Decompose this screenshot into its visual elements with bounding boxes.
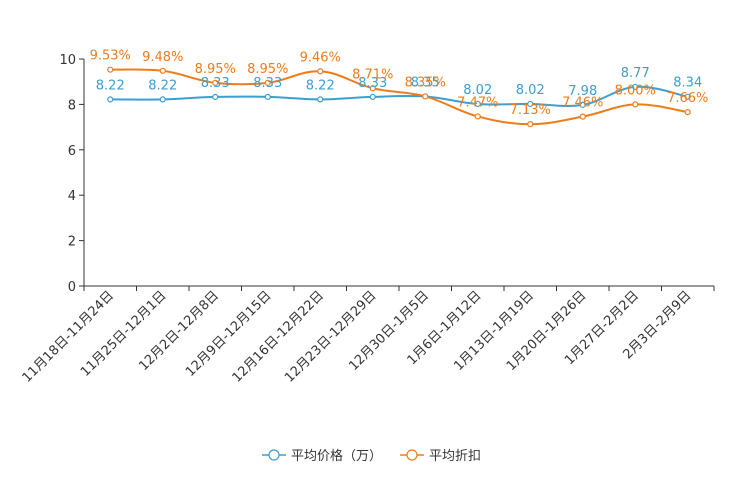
data-point[interactable] [474,100,481,108]
data-point[interactable] [632,83,639,91]
y-tick-label: 10 [59,53,76,68]
data-point[interactable] [212,79,219,86]
data-label: 8.71% [352,67,393,82]
data-label: 8.02 [463,83,492,98]
data-label: 8.35 [411,75,440,90]
legend-item-price[interactable]: 平均价格（万） [262,448,382,464]
data-point[interactable] [369,85,376,92]
data-point[interactable] [422,93,429,100]
data-label: 8.22 [96,78,125,93]
data-label: 9.53% [90,49,131,64]
data-labels: 8.22 8.22 8.33 8.33 8.22 8.33 8.35 8.02 8.02 7.98… [90,49,709,118]
legend-marker-icon [406,449,418,461]
data-label: 8.33 [253,76,282,91]
data-point[interactable] [264,79,271,86]
legend-marker-icon [268,449,280,461]
series-layer [107,66,691,128]
data-point[interactable] [159,67,166,74]
legend[interactable]: 平均价格（万） 平均折扣 [262,448,481,464]
data-point[interactable] [579,113,586,120]
data-point[interactable] [107,96,114,103]
data-label: 8.95% [247,62,288,77]
data-point[interactable] [264,93,271,101]
y-tick-label: 8 [68,98,76,113]
data-label: 9.46% [300,50,341,65]
data-point[interactable] [107,66,114,73]
data-label: 8.02 [516,83,545,98]
data-point[interactable] [212,93,219,101]
y-tick-label: 6 [68,144,76,159]
data-point[interactable] [159,96,166,103]
data-label: 9.48% [142,50,183,65]
data-label: 8.22 [148,78,177,93]
data-point[interactable] [474,113,481,120]
y-tick-label: 0 [68,280,76,295]
data-point[interactable] [317,96,324,103]
y-ticks: 0 2 4 6 8 10 [59,53,84,295]
y-tick-label: 2 [68,235,76,250]
data-label: 8.33 [358,76,387,91]
series-line-price [110,85,688,108]
data-point[interactable] [579,101,586,108]
data-point[interactable] [684,93,691,100]
data-point[interactable] [527,100,534,108]
data-label: 7.66% [667,91,708,106]
x-tick-label: 11月18日-11月24日 [20,288,117,385]
y-tick-label: 4 [68,189,76,204]
data-label: 8.33 [201,76,230,91]
data-point[interactable] [527,121,534,128]
data-label: 8.95% [195,62,236,77]
data-point[interactable] [632,101,639,108]
data-label: 7.47% [457,95,498,110]
data-label: 8.34 [673,76,702,91]
legend-label: 平均折扣 [429,449,481,464]
x-tick-label: 12月16日-12月22日 [230,288,327,385]
data-label: 7.98 [568,84,597,99]
legend-label: 平均价格（万） [291,448,382,464]
data-label: 8.00% [615,83,656,98]
x-ticks: 11月18日-11月24日11月25日-12月1日12月2日-12月8日12月9… [20,286,715,386]
data-point[interactable] [684,109,691,116]
data-label: 7.13% [510,103,551,118]
legend-item-discount[interactable]: 平均折扣 [400,449,481,464]
x-tick-label: 12月23日-12月29日 [282,288,379,385]
data-point[interactable] [369,93,376,101]
data-label: 7.46% [562,96,603,111]
data-label: 8.35% [405,75,446,90]
series-line-discount [110,68,688,126]
data-point[interactable] [317,68,324,75]
data-label: 8.22 [306,78,335,93]
data-label: 8.77 [621,66,650,81]
